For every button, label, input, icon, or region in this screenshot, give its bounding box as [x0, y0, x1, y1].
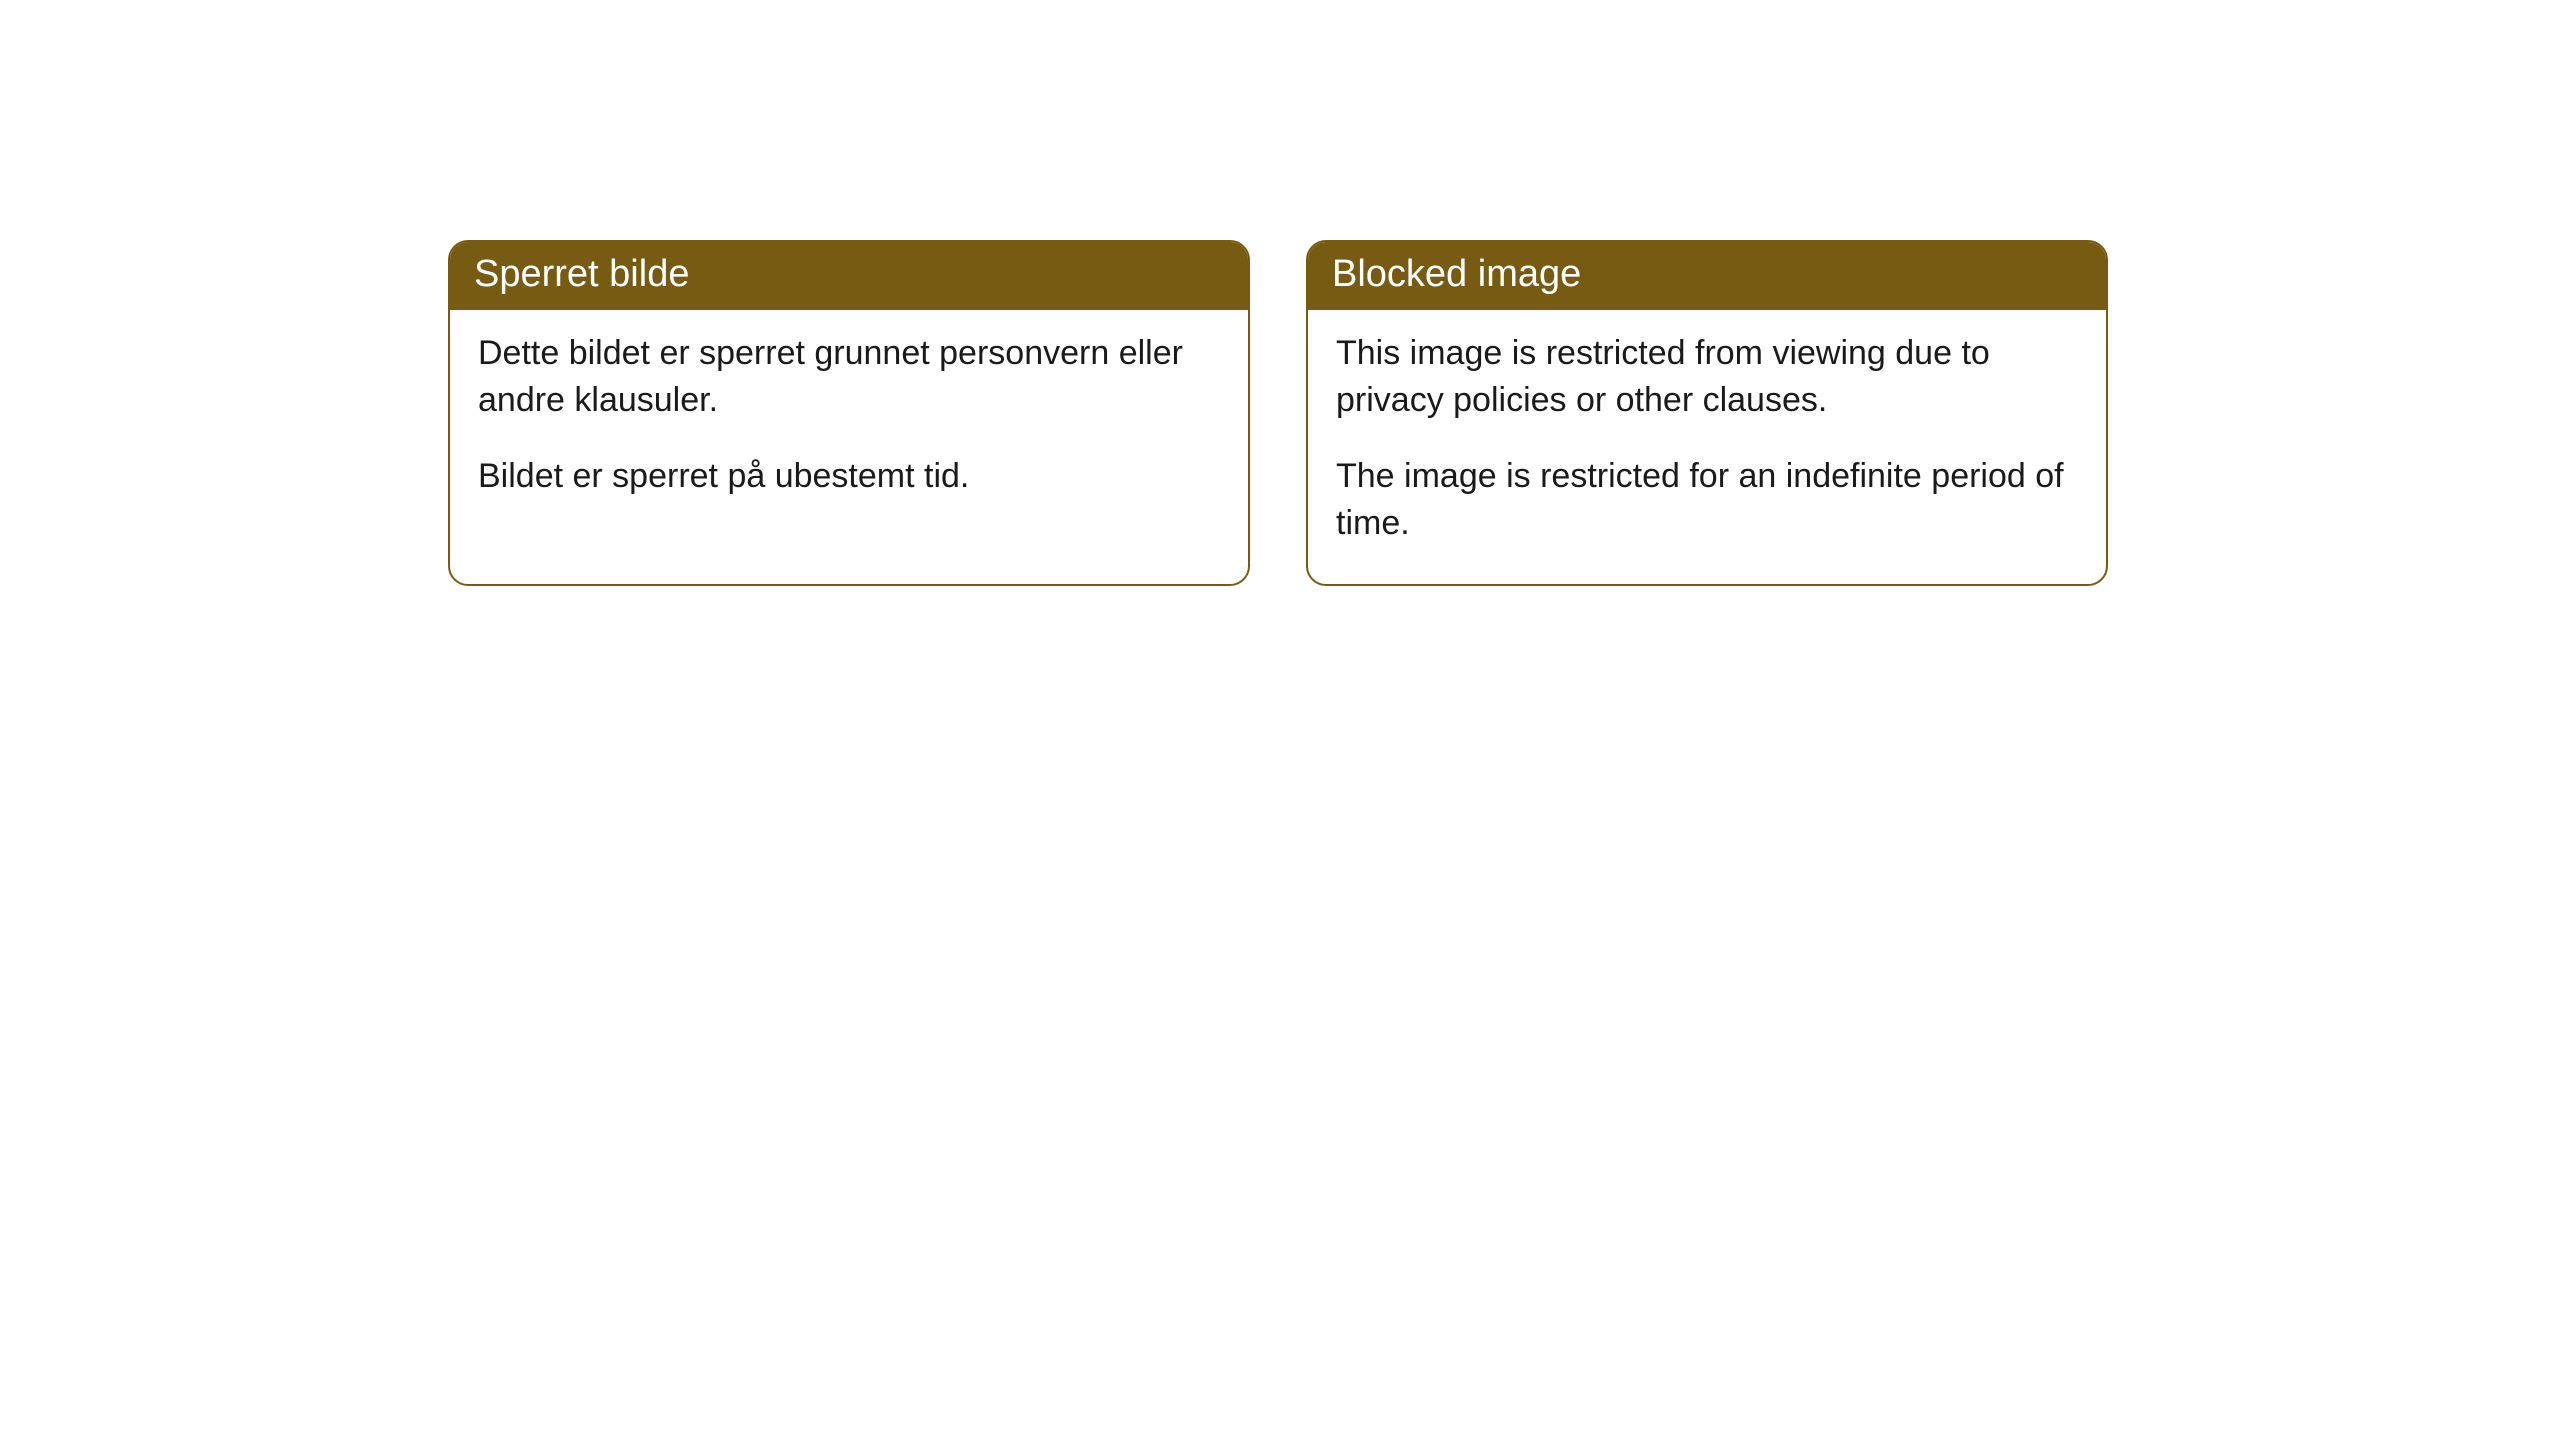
- card-body-no: Dette bildet er sperret grunnet personve…: [450, 310, 1248, 537]
- card-paragraph-no-2: Bildet er sperret på ubestemt tid.: [478, 453, 1220, 501]
- card-paragraph-no-1: Dette bildet er sperret grunnet personve…: [478, 330, 1220, 425]
- card-paragraph-en-2: The image is restricted for an indefinit…: [1336, 453, 2078, 548]
- blocked-image-card-en: Blocked image This image is restricted f…: [1306, 240, 2108, 586]
- card-body-en: This image is restricted from viewing du…: [1308, 310, 2106, 584]
- cards-container: Sperret bilde Dette bildet er sperret gr…: [0, 0, 2560, 586]
- blocked-image-card-no: Sperret bilde Dette bildet er sperret gr…: [448, 240, 1250, 586]
- card-title-no: Sperret bilde: [474, 253, 689, 295]
- card-header-en: Blocked image: [1308, 242, 2106, 310]
- card-header-no: Sperret bilde: [450, 242, 1248, 310]
- card-paragraph-en-1: This image is restricted from viewing du…: [1336, 330, 2078, 425]
- card-title-en: Blocked image: [1332, 253, 1581, 295]
